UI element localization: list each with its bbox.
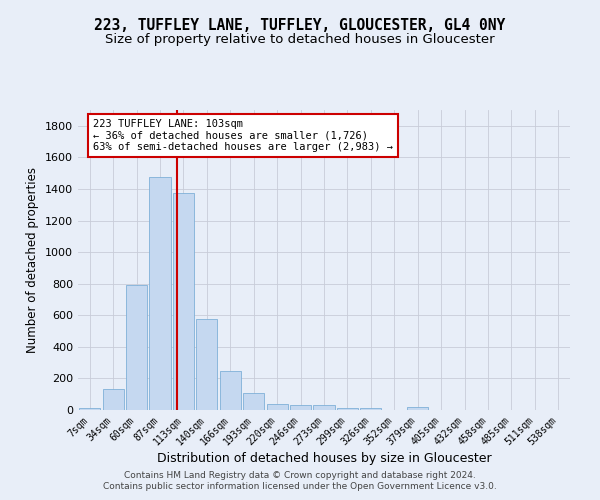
Bar — [173, 193, 194, 410]
Text: 223 TUFFLEY LANE: 103sqm
← 36% of detached houses are smaller (1,726)
63% of sem: 223 TUFFLEY LANE: 103sqm ← 36% of detach… — [93, 119, 393, 152]
Bar — [243, 392, 264, 410]
Bar — [337, 408, 358, 410]
Text: Size of property relative to detached houses in Gloucester: Size of property relative to detached ho… — [105, 32, 495, 46]
Bar — [196, 319, 217, 410]
Bar — [103, 390, 124, 410]
Bar — [313, 406, 335, 410]
Bar — [79, 408, 100, 410]
Bar — [266, 404, 287, 410]
Text: 223, TUFFLEY LANE, TUFFLEY, GLOUCESTER, GL4 0NY: 223, TUFFLEY LANE, TUFFLEY, GLOUCESTER, … — [94, 18, 506, 32]
X-axis label: Distribution of detached houses by size in Gloucester: Distribution of detached houses by size … — [157, 452, 491, 466]
Bar — [220, 370, 241, 410]
Bar — [149, 177, 170, 410]
Bar — [126, 286, 147, 410]
Bar — [290, 406, 311, 410]
Text: Contains public sector information licensed under the Open Government Licence v3: Contains public sector information licen… — [103, 482, 497, 491]
Bar — [361, 408, 382, 410]
Bar — [407, 407, 428, 410]
Text: Contains HM Land Registry data © Crown copyright and database right 2024.: Contains HM Land Registry data © Crown c… — [124, 471, 476, 480]
Y-axis label: Number of detached properties: Number of detached properties — [26, 167, 40, 353]
